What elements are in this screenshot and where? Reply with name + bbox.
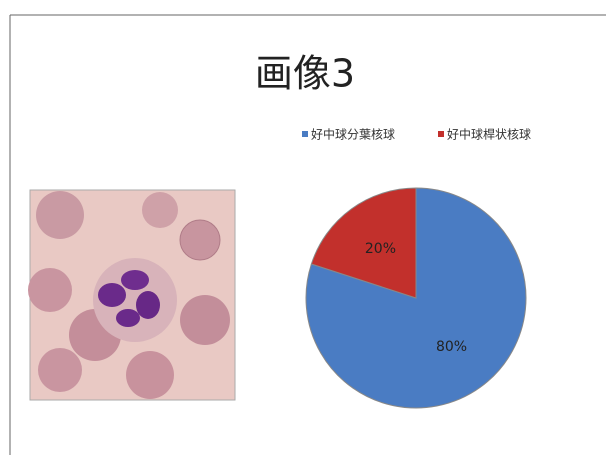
red-cell [38, 348, 82, 392]
red-cell [142, 192, 178, 228]
red-cell [36, 191, 84, 239]
legend-swatch [438, 131, 444, 137]
micrograph [28, 189, 236, 401]
legend-label: 好中球分葉核球 [311, 127, 395, 142]
data-label: 80% [436, 339, 467, 355]
red-cell [180, 295, 230, 345]
legend-swatch [302, 131, 308, 137]
pie-slice [310, 187, 417, 299]
red-cell [126, 351, 174, 399]
red-cell [28, 268, 72, 312]
legend-label: 好中球桿状核球 [447, 127, 531, 142]
nucleus-lobe [98, 283, 126, 307]
nucleus-lobe [121, 270, 149, 290]
nucleus-lobe [116, 309, 140, 327]
chart-title: 画像3 [255, 52, 355, 96]
nucleus-lobe [136, 291, 160, 319]
neutrophil [93, 258, 177, 342]
red-cell [179, 219, 221, 261]
data-label: 20% [365, 241, 396, 257]
